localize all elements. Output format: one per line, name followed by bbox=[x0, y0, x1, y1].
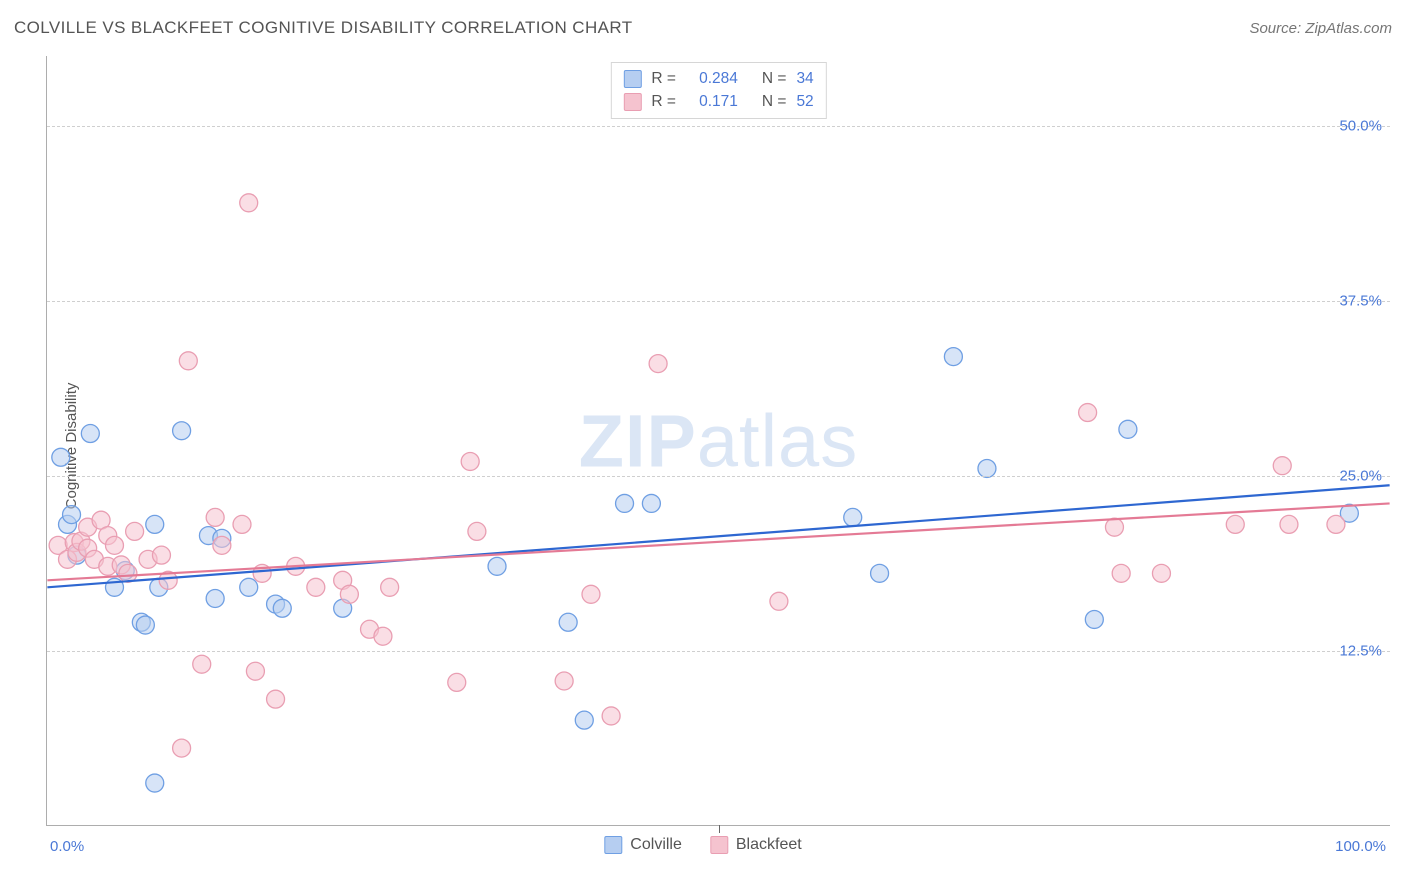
legend-stat-row: R = 0.284 N = 34 bbox=[623, 67, 813, 90]
data-point bbox=[602, 707, 620, 725]
gridline-h bbox=[47, 651, 1390, 652]
data-point bbox=[575, 711, 593, 729]
data-point bbox=[468, 522, 486, 540]
data-point bbox=[1105, 518, 1123, 536]
data-point bbox=[206, 590, 224, 608]
legend-n-value: 52 bbox=[796, 90, 813, 113]
data-point bbox=[559, 613, 577, 631]
legend-series-label: Blackfeet bbox=[736, 836, 802, 854]
legend-item: Colville bbox=[604, 836, 682, 854]
data-point bbox=[1273, 457, 1291, 475]
legend-swatch bbox=[604, 836, 622, 854]
data-point bbox=[173, 739, 191, 757]
data-point bbox=[461, 452, 479, 470]
data-point bbox=[978, 459, 996, 477]
legend-r-value: 0.171 bbox=[686, 90, 738, 113]
data-point bbox=[488, 557, 506, 575]
data-point bbox=[105, 536, 123, 554]
gridline-h bbox=[47, 476, 1390, 477]
data-point bbox=[246, 662, 264, 680]
legend-n-label: N = bbox=[762, 67, 787, 90]
chart-header: COLVILLE VS BLACKFEET COGNITIVE DISABILI… bbox=[14, 18, 1392, 38]
gridline-h bbox=[47, 126, 1390, 127]
legend-n-label: N = bbox=[762, 90, 787, 113]
data-point bbox=[307, 578, 325, 596]
legend-series-label: Colville bbox=[630, 836, 682, 854]
legend-bottom: Colville Blackfeet bbox=[604, 836, 801, 854]
data-point bbox=[146, 515, 164, 533]
data-point bbox=[1280, 515, 1298, 533]
data-point bbox=[81, 425, 99, 443]
legend-swatch bbox=[623, 70, 641, 88]
y-tick-label: 50.0% bbox=[1339, 118, 1382, 135]
trend-line bbox=[47, 503, 1389, 580]
data-point bbox=[179, 352, 197, 370]
data-point bbox=[136, 616, 154, 634]
data-point bbox=[240, 194, 258, 212]
data-point bbox=[1119, 420, 1137, 438]
chart-title: COLVILLE VS BLACKFEET COGNITIVE DISABILI… bbox=[14, 18, 633, 38]
data-point bbox=[126, 522, 144, 540]
data-point bbox=[213, 536, 231, 554]
data-point bbox=[944, 348, 962, 366]
legend-r-label: R = bbox=[651, 90, 676, 113]
data-point bbox=[206, 508, 224, 526]
data-point bbox=[616, 494, 634, 512]
legend-stats-box: R = 0.284 N = 34 R = 0.171 N = 52 bbox=[610, 62, 826, 119]
data-point bbox=[448, 673, 466, 691]
data-point bbox=[555, 672, 573, 690]
data-point bbox=[233, 515, 251, 533]
x-tick-label-max: 100.0% bbox=[1335, 838, 1386, 855]
scatter-svg bbox=[47, 56, 1390, 825]
plot-area: ZIPatlas R =0.284N =34R =0.171N =52 12.5… bbox=[46, 56, 1390, 826]
data-point bbox=[267, 690, 285, 708]
legend-n-value: 34 bbox=[796, 67, 813, 90]
data-point bbox=[374, 627, 392, 645]
legend-r-value: 0.284 bbox=[686, 67, 738, 90]
trend-line bbox=[47, 485, 1389, 587]
data-point bbox=[146, 774, 164, 792]
legend-swatch bbox=[710, 836, 728, 854]
data-point bbox=[642, 494, 660, 512]
data-point bbox=[273, 599, 291, 617]
x-tick-label-min: 0.0% bbox=[50, 838, 84, 855]
data-point bbox=[1085, 610, 1103, 628]
data-point bbox=[1226, 515, 1244, 533]
source-attribution: Source: ZipAtlas.com bbox=[1249, 20, 1392, 37]
data-point bbox=[1112, 564, 1130, 582]
data-point bbox=[240, 578, 258, 596]
data-point bbox=[1327, 515, 1345, 533]
data-point bbox=[340, 585, 358, 603]
y-tick-label: 25.0% bbox=[1339, 468, 1382, 485]
data-point bbox=[381, 578, 399, 596]
data-point bbox=[52, 448, 70, 466]
legend-swatch bbox=[623, 93, 641, 111]
legend-r-label: R = bbox=[651, 67, 676, 90]
data-point bbox=[770, 592, 788, 610]
legend-item: Blackfeet bbox=[710, 836, 802, 854]
data-point bbox=[1152, 564, 1170, 582]
data-point bbox=[582, 585, 600, 603]
y-tick-label: 12.5% bbox=[1339, 643, 1382, 660]
data-point bbox=[63, 506, 81, 524]
data-point bbox=[173, 422, 191, 440]
data-point bbox=[871, 564, 889, 582]
data-point bbox=[193, 655, 211, 673]
legend-stat-row: R = 0.171 N = 52 bbox=[623, 90, 813, 113]
data-point bbox=[844, 508, 862, 526]
x-tick bbox=[719, 825, 720, 833]
gridline-h bbox=[47, 301, 1390, 302]
data-point bbox=[649, 355, 667, 373]
data-point bbox=[1079, 404, 1097, 422]
data-point bbox=[152, 546, 170, 564]
y-tick-label: 37.5% bbox=[1339, 293, 1382, 310]
